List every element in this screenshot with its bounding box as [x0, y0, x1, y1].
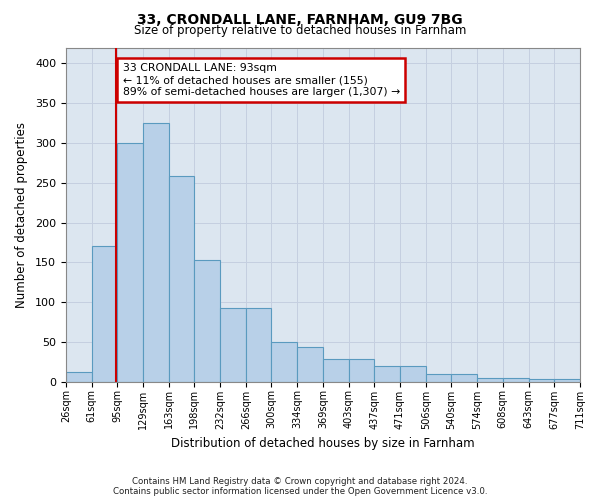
Bar	[143, 123, 169, 382]
Text: Contains HM Land Registry data © Crown copyright and database right 2024.
Contai: Contains HM Land Registry data © Crown c…	[113, 476, 487, 496]
Bar	[503, 378, 529, 382]
Bar	[349, 360, 374, 382]
Bar	[323, 360, 349, 382]
Bar	[477, 378, 503, 382]
Y-axis label: Number of detached properties: Number of detached properties	[15, 122, 28, 308]
Bar	[451, 374, 477, 382]
Bar	[220, 308, 246, 382]
Text: 33 CRONDALL LANE: 93sqm
← 11% of detached houses are smaller (155)
89% of semi-d: 33 CRONDALL LANE: 93sqm ← 11% of detache…	[122, 64, 400, 96]
Text: Size of property relative to detached houses in Farnham: Size of property relative to detached ho…	[134, 24, 466, 37]
Bar	[194, 260, 220, 382]
Text: 33, CRONDALL LANE, FARNHAM, GU9 7BG: 33, CRONDALL LANE, FARNHAM, GU9 7BG	[137, 12, 463, 26]
Bar	[92, 246, 117, 382]
Bar	[169, 176, 194, 382]
Bar	[246, 308, 271, 382]
Bar	[426, 374, 451, 382]
Bar	[554, 380, 580, 382]
Bar	[271, 342, 297, 382]
Bar	[529, 380, 554, 382]
X-axis label: Distribution of detached houses by size in Farnham: Distribution of detached houses by size …	[171, 437, 475, 450]
Bar	[117, 143, 143, 382]
Bar	[66, 372, 92, 382]
Bar	[297, 348, 323, 382]
Bar	[400, 366, 426, 382]
Bar	[374, 366, 400, 382]
